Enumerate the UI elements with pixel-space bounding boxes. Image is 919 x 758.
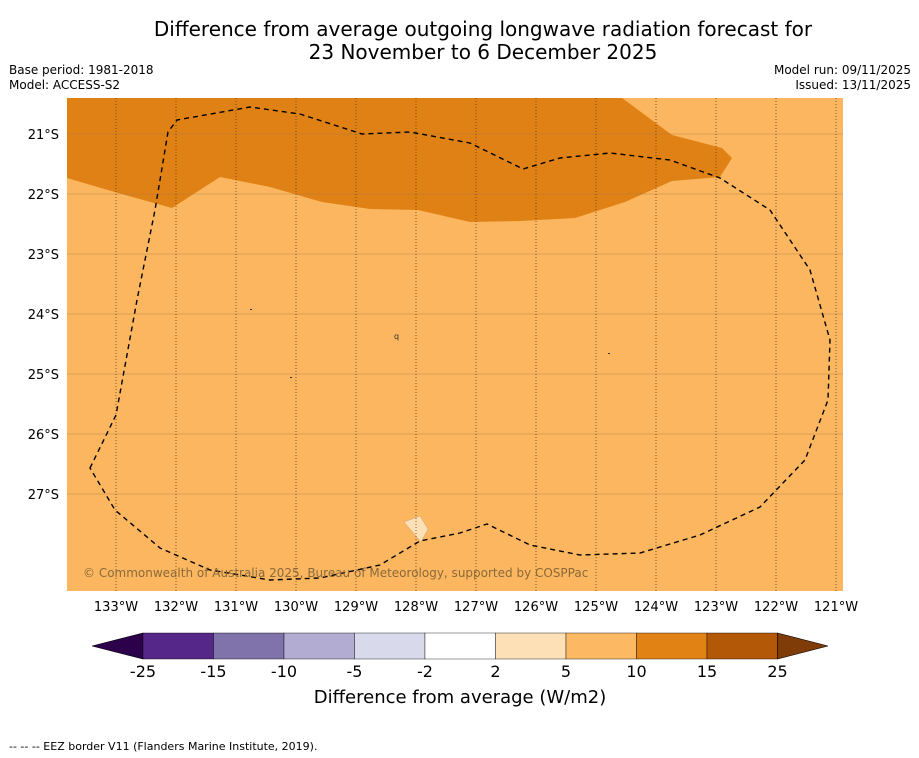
colorbar-segment: [565, 632, 637, 660]
base-period: Base period: 1981-2018: [9, 63, 154, 77]
svg-text:q: q: [394, 332, 399, 341]
lon-label: 121°W: [814, 600, 858, 615]
lon-label: 127°W: [454, 600, 498, 615]
colorbar-segment: [354, 632, 426, 660]
colorbar: -25 -15 -10 -5 -2 2 5 10 15 25 Differenc…: [91, 632, 829, 708]
lon-label: 131°W: [214, 600, 258, 615]
lon-label: 123°W: [694, 600, 738, 615]
colorbar-tick: 5: [561, 662, 571, 681]
colorbar-ticks: -25 -15 -10 -5 -2 2 5 10 15 25: [130, 662, 788, 681]
title-line-1: Difference from average outgoing longwav…: [153, 17, 813, 41]
map-title: Difference from average outgoing longwav…: [0, 18, 919, 64]
colorbar-title: Difference from average (W/m2): [314, 687, 606, 708]
colorbar-min-extend: [91, 632, 144, 660]
eez-border: [89, 106, 831, 581]
lon-labels: 133°W 132°W 131°W 130°W 129°W 128°W 127°…: [94, 600, 858, 615]
colorbar-segment: [213, 632, 285, 660]
lat-label: 25°S: [28, 368, 59, 383]
lon-label: 132°W: [154, 600, 198, 615]
eez-footnote: -- -- -- EEZ border V11 (Flanders Marine…: [9, 740, 318, 753]
meta-right: Model run: 09/11/2025 Issued: 13/11/2025: [774, 63, 911, 93]
anomaly-band-2-5-patch: [403, 515, 429, 543]
lon-label: 126°W: [514, 600, 558, 615]
copyright-notice: © Commonwealth of Australia 2025, Bureau…: [83, 566, 588, 580]
colorbar-segment: [495, 632, 567, 660]
colorbar-segment: [283, 632, 355, 660]
colorbar-max-extend: [777, 632, 829, 660]
colorbar-segment: [424, 632, 496, 660]
lat-gridlines: [67, 133, 843, 495]
lon-label: 129°W: [334, 600, 378, 615]
model-name: Model: ACCESS-S2: [9, 78, 121, 92]
lat-label: 27°S: [28, 488, 59, 503]
colorbar-tick: 25: [767, 662, 787, 681]
lat-labels: 21°S 22°S 23°S 24°S 25°S 26°S 27°S: [28, 128, 59, 503]
title-line-2: 23 November to 6 December 2025: [308, 40, 658, 64]
colorbar-tick: 2: [490, 662, 500, 681]
lat-label: 22°S: [28, 188, 59, 203]
lon-label: 128°W: [394, 600, 438, 615]
issued-date: Issued: 13/11/2025: [795, 78, 911, 92]
lon-label: 133°W: [94, 600, 138, 615]
lat-label: 26°S: [28, 428, 59, 443]
lon-gridlines: [115, 98, 837, 591]
colorbar-tick: 15: [697, 662, 717, 681]
colorbar-tick: -2: [417, 662, 433, 681]
lat-label: 24°S: [28, 308, 59, 323]
lat-label: 21°S: [28, 128, 59, 143]
colorbar-segment: [142, 632, 214, 660]
anomaly-band-10-15: [67, 98, 732, 222]
lat-label: 23°S: [28, 248, 59, 263]
lon-label: 122°W: [754, 600, 798, 615]
colorbar-tick: -5: [347, 662, 363, 681]
lon-label: 125°W: [574, 600, 618, 615]
colorbar-tick: 10: [626, 662, 646, 681]
colorbar-segment: [706, 632, 778, 660]
meta-left: Base period: 1981-2018 Model: ACCESS-S2: [9, 63, 154, 93]
contour-specks: q: [250, 309, 610, 378]
colorbar-segment: [636, 632, 708, 660]
colorbar-tick: -25: [130, 662, 156, 681]
colorbar-tick: -10: [271, 662, 297, 681]
lon-label: 124°W: [634, 600, 678, 615]
lon-label: 130°W: [274, 600, 318, 615]
model-run: Model run: 09/11/2025: [773, 63, 911, 77]
colorbar-tick: -15: [200, 662, 226, 681]
